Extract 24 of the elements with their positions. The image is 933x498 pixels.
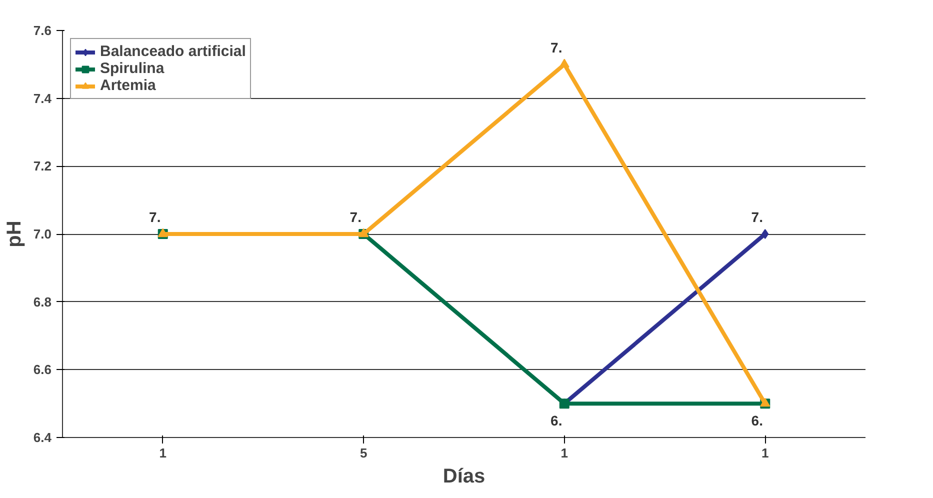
data-label: 7. xyxy=(149,209,161,225)
data-label: 6. xyxy=(550,412,562,429)
y-tick-label: 6.8 xyxy=(33,294,52,310)
point xyxy=(559,58,570,68)
y-tick-label: 7.2 xyxy=(33,158,52,174)
y-tick-label: 7.6 xyxy=(33,23,52,38)
x-tick-label: 1 xyxy=(560,446,568,460)
legend-label: Balanceado artificial xyxy=(100,43,246,60)
x-tick-label: 1 xyxy=(159,446,166,460)
x-tick-label: 5 xyxy=(360,446,368,460)
data-label: 7. xyxy=(751,209,763,225)
y-axis-title: pH xyxy=(3,220,26,248)
data-label: 7. xyxy=(550,39,562,56)
y-tick-label: 6.6 xyxy=(33,362,52,378)
data-label: 6. xyxy=(751,412,763,429)
legend-label: Artemia xyxy=(100,77,156,94)
data-label: 7. xyxy=(350,209,362,225)
legend-label: Spirulina xyxy=(100,60,164,77)
y-tick-label: 6.4 xyxy=(33,430,52,445)
x-tick-label: 1 xyxy=(762,446,769,460)
y-tick-label: 7.0 xyxy=(33,226,52,242)
point xyxy=(762,229,769,239)
x-axis-title: Días xyxy=(442,466,486,488)
y-tick-label: 7.4 xyxy=(33,90,52,106)
